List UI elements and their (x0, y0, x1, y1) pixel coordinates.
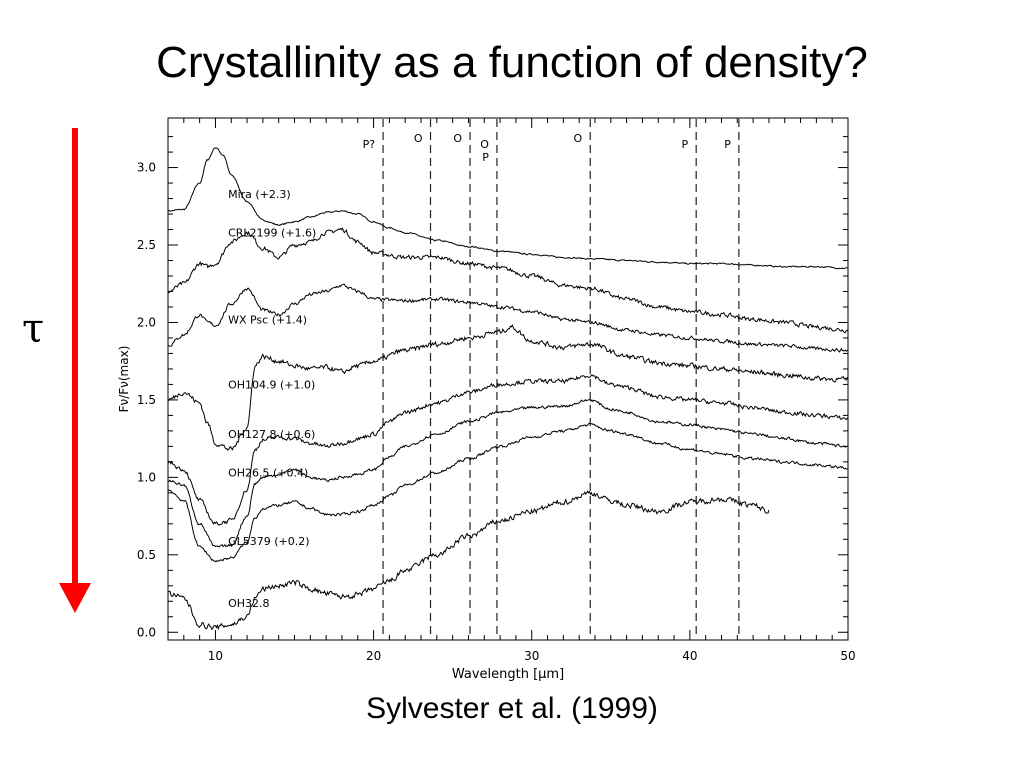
y-tick-label: 0.0 (137, 625, 156, 639)
tau-symbol: τ (22, 306, 45, 352)
slide-title: Crystallinity as a function of density? (156, 38, 868, 87)
arrow-shaft (72, 128, 78, 588)
feature-label: O (414, 132, 423, 145)
spectrum-line (168, 227, 849, 334)
y-tick-label: 1.5 (137, 393, 156, 407)
spectrum-line (167, 283, 849, 353)
spectrum-line (167, 422, 849, 563)
series-label: OH127.8 (+0.6) (228, 428, 315, 441)
y-tick-label: 1.0 (137, 470, 156, 484)
series-label: GL5379 (+0.2) (228, 535, 309, 548)
y-tick-label: 0.5 (137, 548, 156, 562)
y-tick-label: 3.0 (137, 161, 156, 175)
spectrum-line (167, 490, 770, 631)
spectrum-line (167, 147, 849, 270)
axes: 10 20 30 40 50 0.0 0.5 1.0 1.5 2.0 2.5 3.0 (137, 118, 856, 663)
x-tick-label: 10 (208, 649, 223, 663)
feature-label: O (453, 132, 462, 145)
x-tick-label: 20 (366, 649, 381, 663)
feature-label: O (480, 138, 489, 151)
y-tick-label: 2.0 (137, 315, 156, 329)
feature-label: P? (363, 138, 376, 151)
series-label: WX Psc (+1.4) (228, 313, 307, 326)
series-label: OH32.8 (228, 597, 269, 610)
citation: Sylvester et al. (1999) (366, 692, 658, 725)
spectrum-line (167, 323, 849, 451)
x-tick-label: 40 (682, 649, 697, 663)
spectrum-line (167, 398, 849, 548)
plot-frame (167, 117, 849, 641)
feature-label: P (682, 138, 689, 151)
x-axis-label: Wavelength [μm] (452, 667, 564, 682)
series-label: OH104.9 (+1.0) (228, 378, 315, 391)
x-tick-label: 50 (840, 649, 855, 663)
series-label: CRL2199 (+1.6) (228, 227, 316, 240)
x-tick-label: 30 (524, 649, 539, 663)
series-label: OH26.5 (+0.4) (228, 467, 308, 480)
feature-label: P (724, 138, 731, 151)
spectrum-line (167, 373, 849, 526)
arrow-down-icon (59, 583, 91, 613)
y-axis-label: Fν/Fν(max) (117, 346, 131, 413)
feature-label: P (482, 151, 489, 164)
y-tick-label: 2.5 (137, 238, 156, 252)
series-label: Mira (+2.3) (228, 188, 291, 201)
feature-label: O (574, 132, 583, 145)
